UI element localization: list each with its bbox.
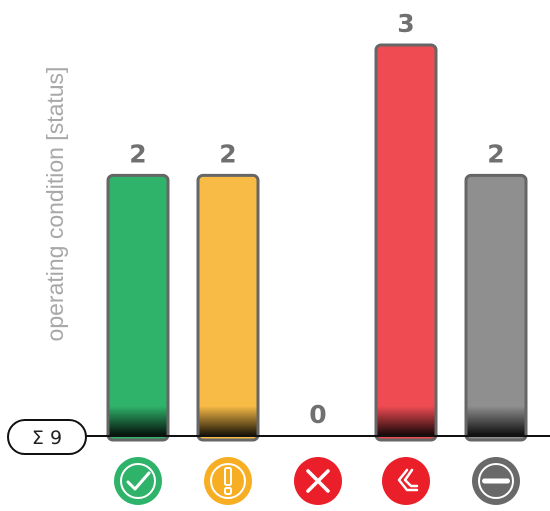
total-badge [7,419,87,455]
bars-group: 2 2 0 3 2 [106,9,528,442]
bar-shade-warning [199,406,257,436]
bar-shade-ok [109,406,167,436]
bar-ok [106,173,170,442]
total-label: Σ 9 [32,427,62,449]
bar-critical [374,43,438,442]
minus-icon [472,457,520,505]
data-label-ok: 2 [129,139,146,168]
data-label-critical: 3 [397,9,414,38]
exclamation-icon [204,457,252,505]
data-label-warning: 2 [219,139,236,168]
category-icons [114,457,520,505]
y-axis-label: operating condition [status] [42,67,68,342]
bar-warning [196,173,260,442]
check-icon [114,457,162,505]
data-label-error: 0 [309,400,326,429]
bar-shade-critical [377,406,435,436]
data-label-inactive: 2 [487,139,504,168]
double-chevron-icon [382,457,430,505]
bar-shade-inactive [467,406,525,436]
cross-icon [294,457,342,505]
bar-inactive [464,173,528,442]
